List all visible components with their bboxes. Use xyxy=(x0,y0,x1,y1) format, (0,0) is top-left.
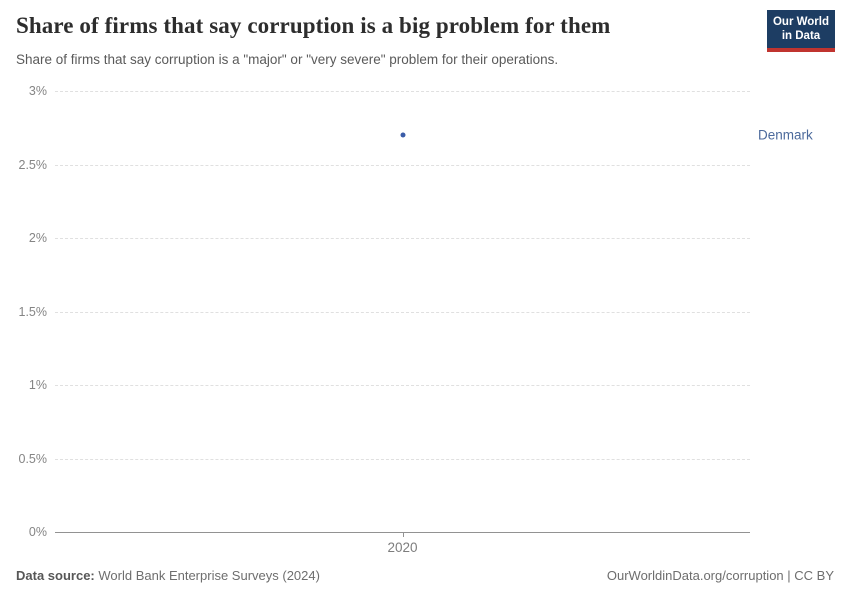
owid-logo[interactable]: Our World in Data xyxy=(767,10,835,52)
gridline xyxy=(55,238,750,239)
chart-footer: Data source: World Bank Enterprise Surve… xyxy=(16,568,834,583)
x-tick-label: 2020 xyxy=(387,540,418,555)
data-point-denmark[interactable] xyxy=(400,132,405,138)
owid-logo-line1: Our World xyxy=(772,16,829,28)
y-tick-label: 1% xyxy=(28,378,47,392)
gridline xyxy=(55,458,750,460)
gridline xyxy=(55,385,750,386)
y-tick-label: 2% xyxy=(28,231,47,245)
gridline xyxy=(55,164,750,166)
data-source-label: Data source: xyxy=(16,568,95,583)
y-tick-label: 1.5% xyxy=(18,304,48,319)
license-link[interactable]: OurWorldinData.org/corruption | CC BY xyxy=(606,568,834,583)
y-tick-label: 3% xyxy=(28,84,47,98)
y-tick-label: 0.5% xyxy=(18,451,48,466)
data-source-value: World Bank Enterprise Surveys (2024) xyxy=(98,568,320,583)
entity-label-denmark[interactable]: Denmark xyxy=(758,127,813,143)
chart-subtitle: Share of firms that say corruption is a … xyxy=(16,52,559,67)
chart-title: Share of firms that say corruption is a … xyxy=(16,13,611,38)
plot-area: Denmark 2020 xyxy=(55,91,813,555)
y-axis-labels: 0% 0.5% 1% 1.5% 2% 2.5% 3% xyxy=(0,84,48,539)
y-tick-label: 0% xyxy=(28,525,47,539)
x-axis-tick xyxy=(402,532,404,537)
data-source: Data source: World Bank Enterprise Surve… xyxy=(16,568,320,583)
gridline xyxy=(55,311,750,313)
y-tick-label: 2.5% xyxy=(18,157,48,172)
owid-logo-line2: in Data xyxy=(781,30,821,43)
gridline xyxy=(55,91,750,92)
